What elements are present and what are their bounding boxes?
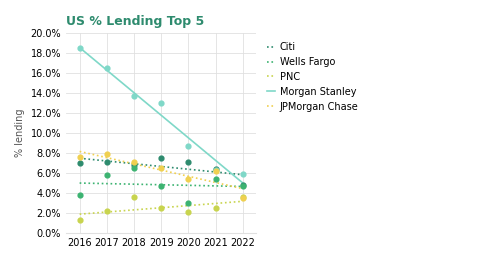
Wells Fargo [158,183,164,186]
Citi [212,170,218,174]
Line: Wells Fargo: Wells Fargo [80,183,243,186]
Point [76,218,84,222]
PNC [131,208,137,211]
Point [157,101,165,105]
Point [157,184,165,188]
Point [211,169,219,173]
JPMorgan Chase [131,162,137,165]
Morgan Stanley [240,181,245,184]
Point [103,152,111,156]
Wells Fargo [212,184,218,188]
JPMorgan Chase [186,175,191,178]
Citi [131,162,137,165]
Point [185,177,192,181]
Point [185,210,192,214]
Line: PNC: PNC [80,201,243,214]
JPMorgan Chase [77,150,83,153]
Morgan Stanley [186,136,191,139]
Citi [240,173,245,176]
Point [211,177,219,181]
Morgan Stanley [77,46,83,49]
Wells Fargo [131,183,137,186]
Point [185,144,192,148]
Citi [186,168,191,171]
JPMorgan Chase [158,169,164,172]
Morgan Stanley [158,114,164,117]
Point [130,195,138,199]
Point [103,66,111,70]
Line: Citi: Citi [80,158,243,175]
Citi [77,157,83,160]
Wells Fargo [104,182,110,185]
Point [185,160,192,164]
Morgan Stanley [131,91,137,94]
Point [130,166,138,170]
Point [239,183,246,187]
Point [130,163,138,167]
Text: US % Lending Top 5: US % Lending Top 5 [66,15,204,28]
Point [185,201,192,205]
Morgan Stanley [104,69,110,72]
PNC [212,202,218,205]
Point [76,193,84,197]
Wells Fargo [240,185,245,188]
Point [211,167,219,171]
JPMorgan Chase [240,187,245,190]
Point [103,173,111,177]
PNC [158,206,164,209]
Wells Fargo [186,184,191,187]
Point [239,184,246,188]
Wells Fargo [77,181,83,185]
Point [211,168,219,172]
PNC [186,204,191,207]
Point [157,156,165,160]
Point [76,161,84,165]
Point [211,206,219,210]
JPMorgan Chase [212,181,218,184]
PNC [77,213,83,216]
Y-axis label: % lending: % lending [15,109,25,158]
Point [157,206,165,210]
Citi [104,159,110,163]
Point [130,160,138,164]
JPMorgan Chase [104,156,110,159]
Legend: Citi, Wells Fargo, PNC, Morgan Stanley, JPMorgan Chase: Citi, Wells Fargo, PNC, Morgan Stanley, … [263,38,362,115]
Citi [158,165,164,168]
PNC [240,200,245,203]
Point [103,209,111,213]
Point [239,195,246,199]
Point [76,155,84,159]
Point [239,196,246,200]
Point [239,172,246,176]
Line: JPMorgan Chase: JPMorgan Chase [80,151,243,189]
Morgan Stanley [212,159,218,162]
Point [157,166,165,170]
Point [130,94,138,98]
Point [103,160,111,164]
Point [76,46,84,50]
Line: Morgan Stanley: Morgan Stanley [80,48,243,183]
PNC [104,210,110,214]
